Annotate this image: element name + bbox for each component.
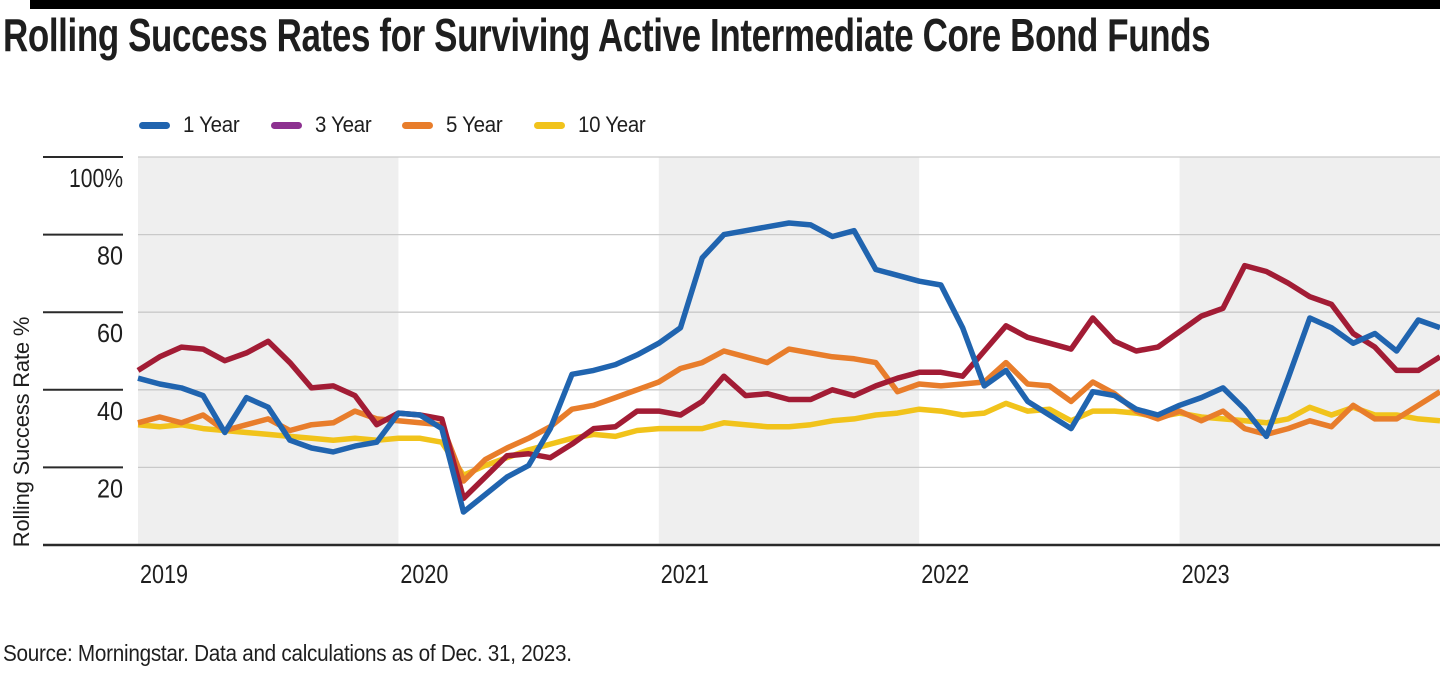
year-band-2023	[1179, 157, 1440, 545]
legend-swatch-icon	[533, 121, 565, 129]
legend-label: 3 Year	[314, 112, 372, 137]
series-line-5-year	[137, 346, 1440, 484]
legend-item-5-year: 5 Year	[402, 112, 507, 138]
legend-swatch-icon	[139, 121, 170, 129]
legend-swatch-icon	[402, 121, 434, 129]
y-tick-label-100: 100%	[69, 163, 123, 193]
y-axis-title: Rolling Success Rate %	[9, 316, 34, 548]
chart-legend: 1 Year 3 Year 5 Year 10 Year	[139, 112, 650, 138]
legend-label: 10 Year	[577, 112, 646, 137]
x-tick-label-2020: 2020	[400, 559, 448, 589]
legend-item-3-year: 3 Year	[270, 112, 376, 138]
x-tick-label-2022: 2022	[921, 559, 969, 589]
year-band-2019	[138, 157, 399, 545]
series-line-10-year	[137, 400, 1440, 478]
legend-label: 5 Year	[446, 112, 503, 137]
legend-item-1-year: 1 Year	[139, 112, 244, 138]
legend-swatch-icon	[270, 121, 302, 129]
top-accent-bar	[30, 0, 1440, 9]
legend-item-10-year: 10 Year	[533, 112, 651, 138]
y-tick-label-80: 80	[97, 241, 123, 271]
series-line-3-year	[136, 262, 1440, 502]
x-tick-label-2021: 2021	[661, 559, 709, 589]
y-tick-label-20: 20	[97, 473, 123, 503]
x-tick-label-2023: 2023	[1182, 559, 1230, 589]
x-tick-label-2019: 2019	[140, 559, 188, 589]
legend-label: 1 Year	[183, 112, 240, 137]
series-line-1-year	[137, 220, 1440, 515]
source-note: Source: Morningstar. Data and calculatio…	[3, 640, 572, 666]
page-title: Rolling Success Rates for Surviving Acti…	[3, 9, 1211, 61]
y-tick-label-60: 60	[97, 318, 123, 348]
y-tick-label-40: 40	[97, 396, 123, 426]
